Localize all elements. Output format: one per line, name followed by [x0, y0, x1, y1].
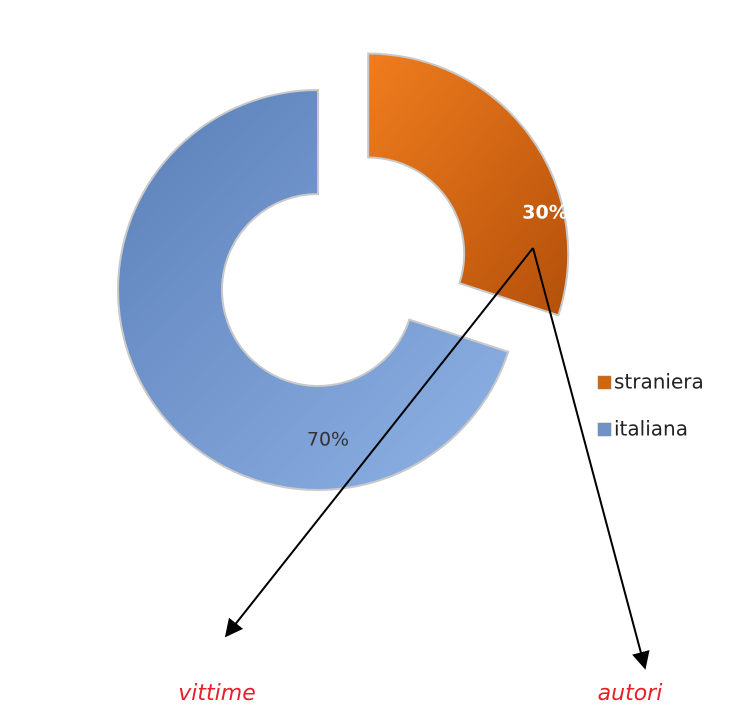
legend-swatch — [597, 422, 612, 437]
arrow — [224, 247, 534, 638]
value-label: 30% — [522, 202, 567, 224]
annotation: vittime — [178, 681, 255, 706]
legend-label: italiana — [614, 417, 688, 441]
annotation: autori — [598, 681, 663, 706]
arrow — [532, 247, 650, 670]
value-label: 70% — [307, 429, 349, 451]
slices — [117, 52, 570, 491]
legend-swatch — [597, 375, 612, 390]
legend-label: straniera — [614, 370, 704, 394]
slice — [117, 88, 510, 491]
slice — [367, 52, 570, 317]
